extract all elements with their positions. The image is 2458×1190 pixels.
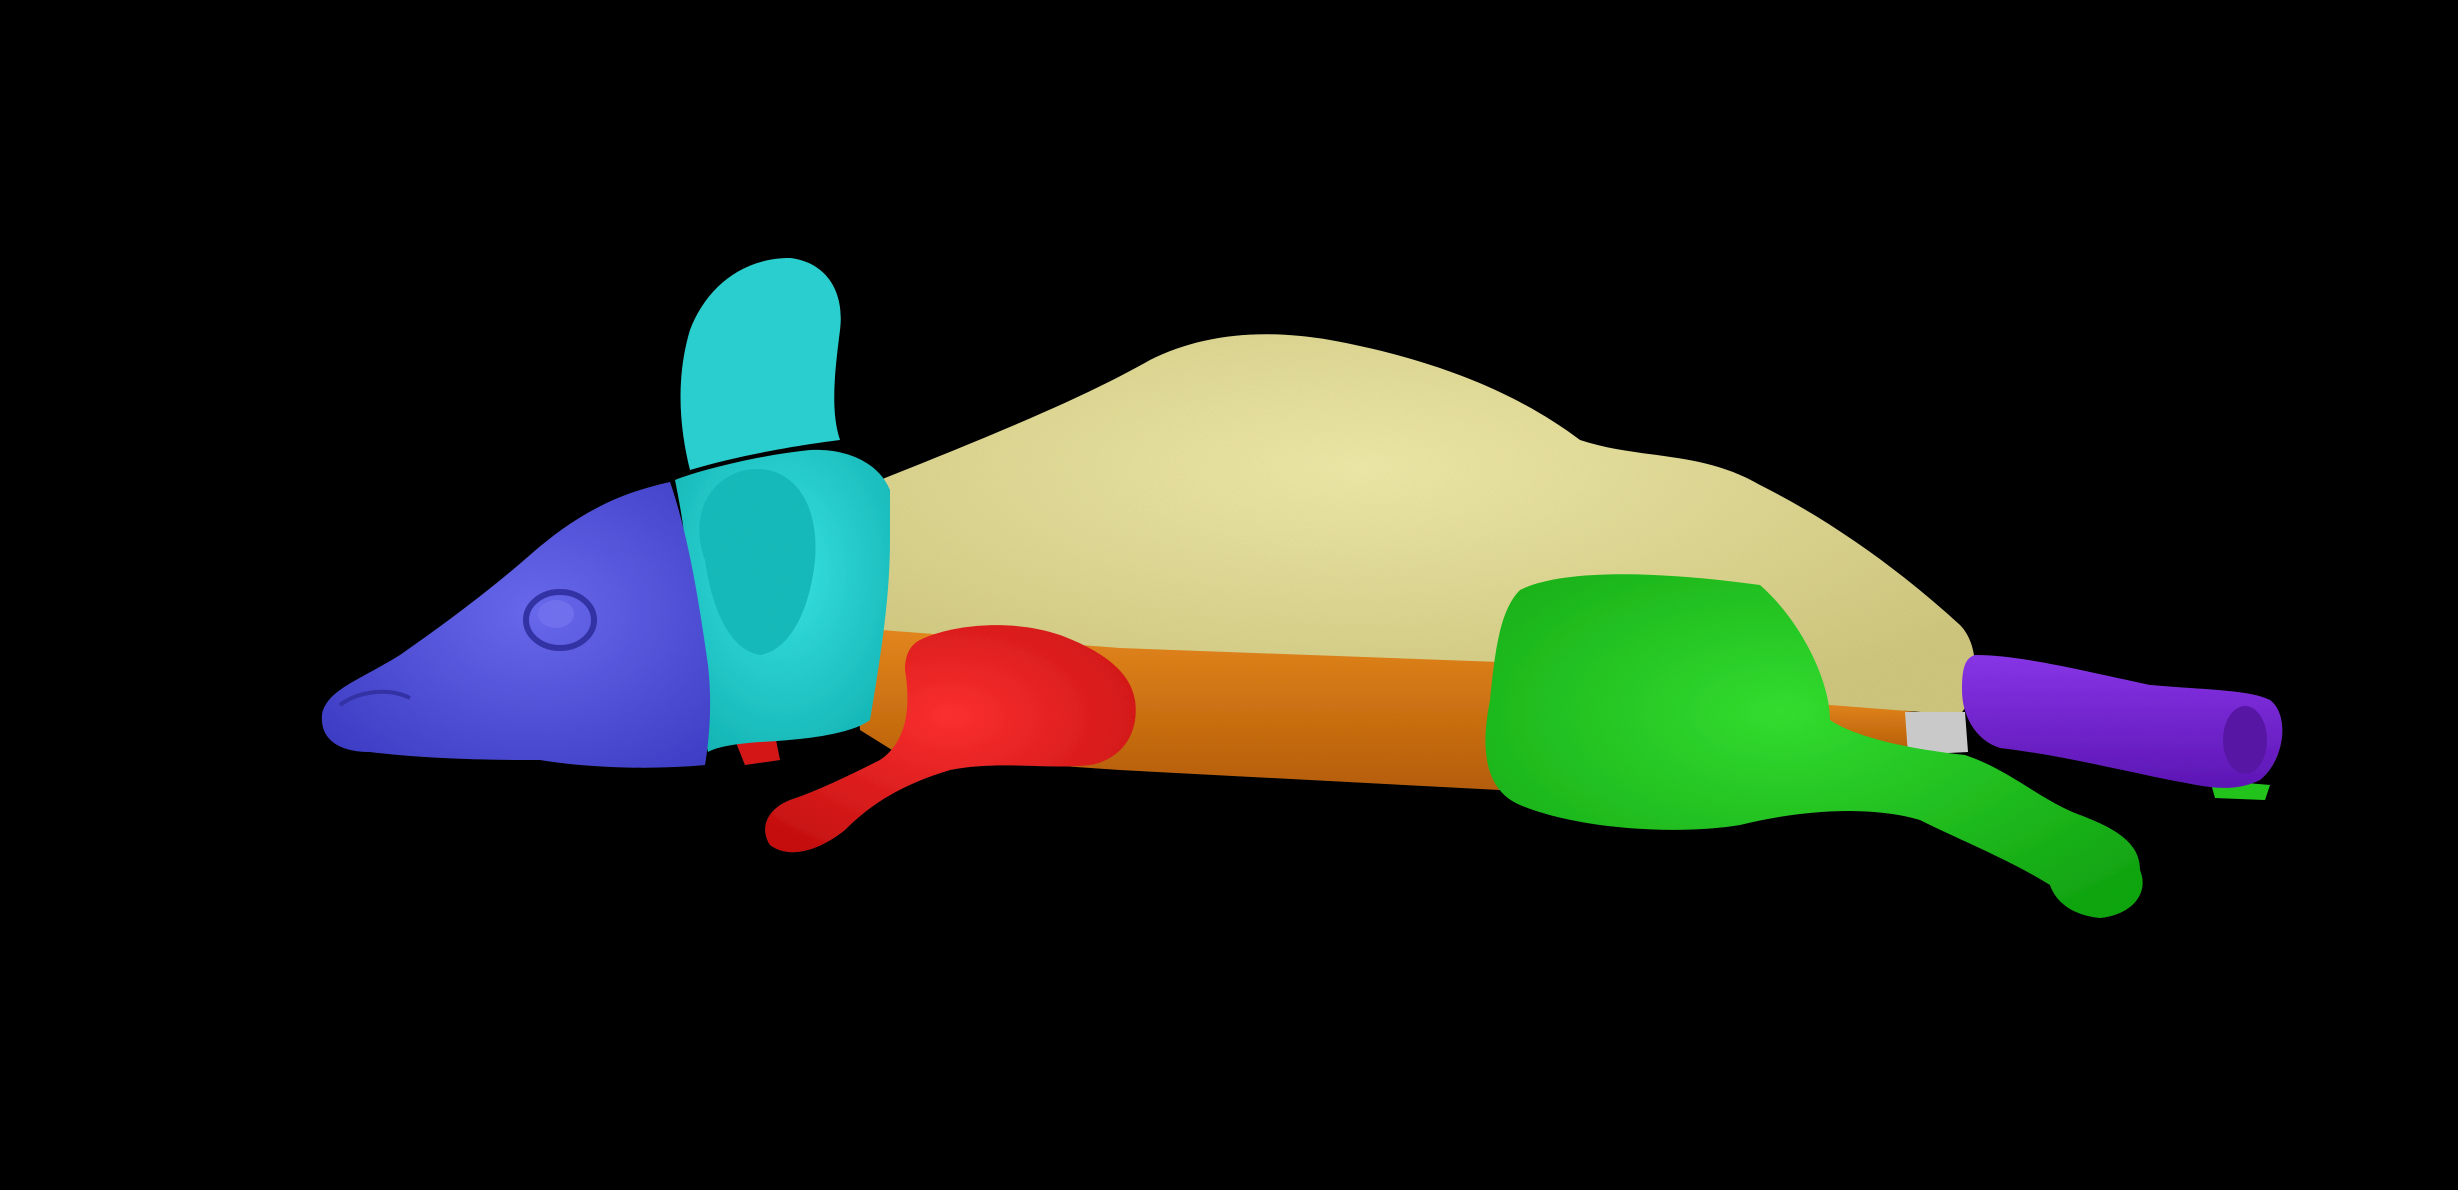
ear-segment <box>681 258 841 470</box>
eye-highlight <box>538 600 574 628</box>
tail-tip-ring <box>2223 706 2267 774</box>
head-segment <box>322 482 710 768</box>
